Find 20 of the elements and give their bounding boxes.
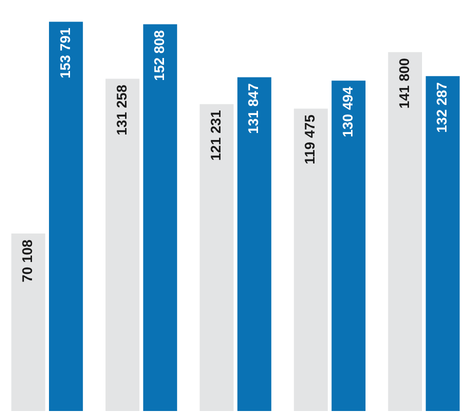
data-label: 119 475 bbox=[302, 114, 318, 164]
bar bbox=[48, 22, 83, 411]
data-label: 152 808 bbox=[151, 30, 167, 81]
bar bbox=[426, 76, 460, 411]
data-label: 153 791 bbox=[56, 28, 73, 78]
bar bbox=[294, 108, 328, 411]
data-label: 70 108 bbox=[19, 239, 36, 282]
bar bbox=[332, 80, 366, 411]
bar bbox=[106, 78, 140, 411]
data-label: 121 231 bbox=[208, 110, 224, 161]
bar bbox=[11, 234, 46, 411]
data-label: 130 494 bbox=[339, 86, 356, 138]
bar bbox=[237, 77, 272, 411]
bar bbox=[388, 52, 422, 411]
data-label: 132 287 bbox=[434, 82, 450, 133]
data-label: 141 800 bbox=[396, 58, 412, 109]
bar bbox=[200, 104, 234, 411]
bar bbox=[143, 24, 178, 411]
data-label: 131 847 bbox=[245, 83, 262, 134]
data-label: 131 258 bbox=[113, 84, 130, 136]
